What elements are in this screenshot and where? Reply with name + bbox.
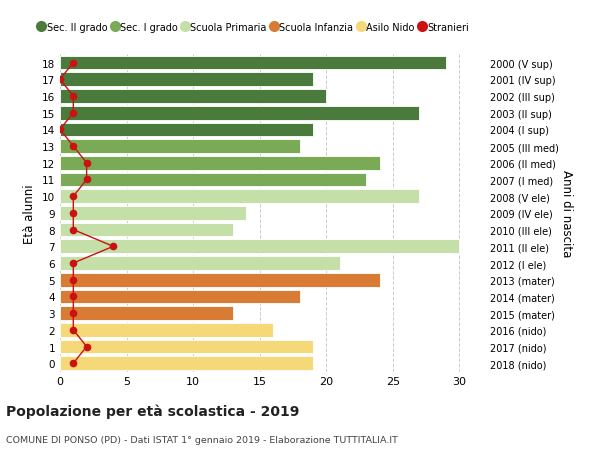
Bar bbox=[60, 56, 446, 70]
Bar bbox=[60, 257, 340, 270]
Bar bbox=[60, 240, 460, 254]
Legend: Sec. II grado, Sec. I grado, Scuola Primaria, Scuola Infanzia, Asilo Nido, Stran: Sec. II grado, Sec. I grado, Scuola Prim… bbox=[35, 19, 473, 37]
Y-axis label: Anni di nascita: Anni di nascita bbox=[560, 170, 573, 257]
Bar bbox=[60, 357, 313, 370]
Bar bbox=[60, 73, 313, 87]
Text: Popolazione per età scolastica - 2019: Popolazione per età scolastica - 2019 bbox=[6, 404, 299, 419]
Bar bbox=[60, 140, 299, 154]
Bar bbox=[60, 323, 273, 337]
Text: COMUNE DI PONSO (PD) - Dati ISTAT 1° gennaio 2019 - Elaborazione TUTTITALIA.IT: COMUNE DI PONSO (PD) - Dati ISTAT 1° gen… bbox=[6, 435, 398, 443]
Bar bbox=[60, 190, 419, 204]
Bar bbox=[60, 340, 313, 353]
Bar bbox=[60, 90, 326, 104]
Bar bbox=[60, 157, 380, 170]
Bar bbox=[60, 307, 233, 320]
Bar bbox=[60, 123, 313, 137]
Bar bbox=[60, 173, 366, 187]
Bar bbox=[60, 273, 380, 287]
Bar bbox=[60, 207, 247, 220]
Y-axis label: Età alunni: Età alunni bbox=[23, 184, 37, 243]
Bar bbox=[60, 106, 419, 120]
Bar bbox=[60, 223, 233, 237]
Bar bbox=[60, 290, 299, 303]
